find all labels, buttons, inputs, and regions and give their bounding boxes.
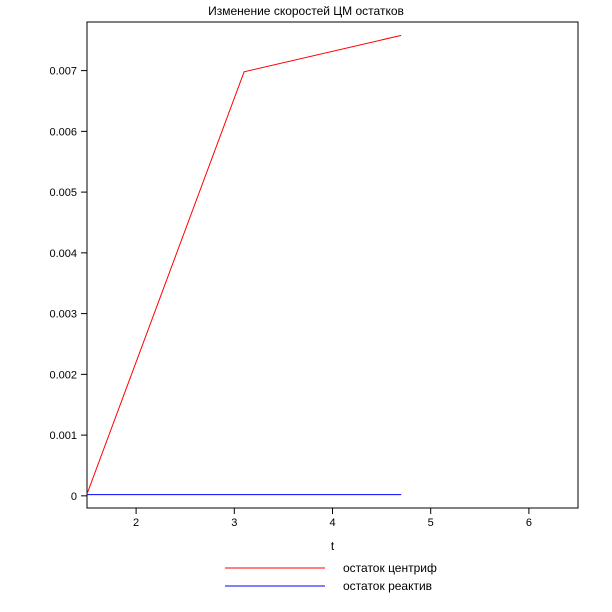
legend-label: остаток реактив	[343, 579, 432, 593]
y-tick-label: 0.003	[49, 309, 77, 321]
x-tick-label: 6	[526, 517, 532, 529]
x-axis-label: t	[331, 539, 335, 553]
x-tick-label: 3	[231, 517, 237, 529]
legend-label: остаток центриф	[343, 561, 437, 575]
y-tick-label: 0	[71, 491, 77, 503]
y-tick-label: 0.004	[49, 248, 77, 260]
y-tick-label: 0.005	[49, 187, 77, 199]
series-line	[87, 35, 401, 494]
chart-svg: 2 3 4 5 6 0 0.001 0.002 0.003 0.004 0.005 0.006 0.00…	[0, 0, 612, 612]
x-tick-label: 2	[133, 517, 139, 529]
y-tick-label: 0.006	[49, 126, 77, 138]
y-tick-label: 0.001	[49, 430, 77, 442]
y-tick-label: 0.002	[49, 369, 77, 381]
x-tick-label: 4	[329, 517, 335, 529]
y-tick-label: 0.007	[49, 66, 77, 78]
x-tick-label: 5	[428, 517, 434, 529]
